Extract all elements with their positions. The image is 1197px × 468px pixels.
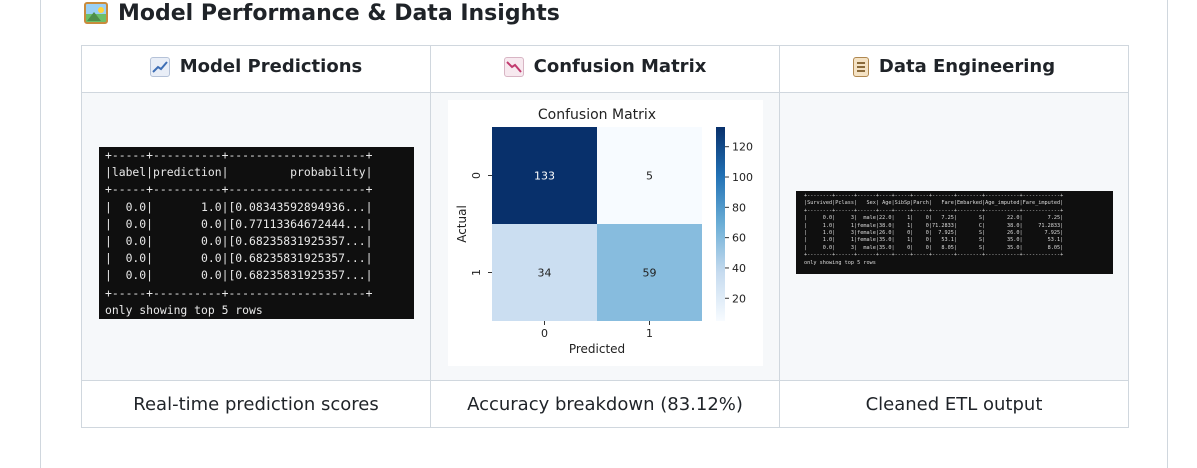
heatmap-cell	[492, 224, 597, 321]
etl-output-line: | 1.0| 1|female|38.0| 1| 0|71.2833| C| 3…	[804, 222, 1064, 229]
caption-etl: Cleaned ETL output	[779, 380, 1129, 428]
content-frame	[40, 0, 1168, 468]
heatmap-cell	[492, 127, 597, 224]
etl-output-line: +--------+------+------+----+-----+-----…	[804, 252, 1064, 259]
colorbar	[716, 127, 725, 321]
predictions-output-line: | 0.0| 1.0|[0.08343592894936...|	[105, 199, 373, 214]
y-axis-label: Actual	[455, 205, 469, 243]
etl-output-line: only showing top 5 rows	[804, 259, 876, 266]
predictions-output-line: +-----+----------+--------------------+	[105, 285, 373, 300]
etl-output-line: | 0.0| 3| male|35.0| 0| 0| 8.05| S| 35.0…	[804, 244, 1064, 251]
chart-increasing-icon	[149, 56, 170, 77]
header-data-engineering: Data Engineering	[779, 45, 1129, 93]
etl-output-line: +--------+------+------+----+-----+-----…	[804, 207, 1064, 214]
etl-output-line: |Survived|Pclass| Sex| Age|SibSp|Parch| …	[804, 200, 1064, 207]
predictions-output-line: +-----+----------+--------------------+	[105, 182, 373, 197]
section-title: Model Performance & Data Insights	[118, 0, 560, 26]
heatmap-cell	[597, 127, 702, 224]
header-confusion-matrix: Confusion Matrix	[430, 45, 780, 93]
colorbar-tick-label: 100	[732, 171, 753, 184]
header-model-predictions: Model Predictions	[81, 45, 431, 93]
framed-picture-icon	[84, 2, 108, 24]
chart-title: Confusion Matrix	[538, 107, 656, 123]
etl-cell: +--------+------+------+----+-----+-----…	[779, 92, 1129, 381]
caption-row: Real-time prediction scores Accuracy bre…	[81, 380, 1129, 428]
header-label: Data Engineering	[878, 56, 1056, 78]
predictions-terminal-output: +-----+----------+--------------------+ |…	[99, 147, 414, 319]
predictions-output-line: | 0.0| 0.0|[0.68235831925357...|	[105, 268, 373, 283]
colorbar-tick-label: 40	[732, 262, 746, 275]
cell-value-label: 133	[534, 170, 555, 183]
header-label: Model Predictions	[179, 56, 363, 78]
predictions-output-line: +-----+----------+--------------------+	[105, 148, 373, 162]
predictions-output-line: only showing top 5 rows	[105, 302, 263, 317]
predictions-output-line: | 0.0| 0.0|[0.68235831925357...|	[105, 251, 373, 266]
x-tick-label: 1	[646, 327, 653, 340]
confusion-matrix-cell: Confusion Matrix 133 5 34 59 0 1 0 1 Predicted Act…	[430, 92, 780, 381]
insights-table: Model Predictions Confusion Matrix Data …	[81, 45, 1129, 428]
x-tick-label: 0	[541, 327, 548, 340]
cell-value-label: 34	[538, 267, 552, 280]
section-heading: Model Performance & Data Insights	[84, 0, 560, 26]
clipboard-icon	[852, 56, 869, 77]
x-axis-label: Predicted	[569, 342, 625, 356]
colorbar-tick-label: 20	[732, 292, 746, 305]
image-row: +-----+----------+--------------------+ |…	[81, 92, 1129, 381]
etl-output-line: | 0.0| 3| male|22.0| 1| 0| 7.25| S| 22.0…	[804, 215, 1064, 222]
header-label: Confusion Matrix	[533, 56, 707, 78]
confusion-matrix-figure: Confusion Matrix 133 5 34 59 0 1 0 1 Predicted Act…	[448, 100, 763, 366]
colorbar-tick-label: 60	[732, 232, 746, 245]
confusion-matrix-chart: Confusion Matrix 133 5 34 59 0 1 0 1 Predicted Act…	[455, 107, 753, 356]
etl-output-line: | 1.0| 1|female|35.0| 1| 0| 53.1| S| 35.…	[804, 237, 1064, 244]
header-row: Model Predictions Confusion Matrix Data …	[81, 45, 1129, 93]
etl-output-line: +--------+------+------+----+-----+-----…	[804, 193, 1064, 199]
cell-value-label: 5	[646, 170, 653, 183]
y-tick-label: 0	[470, 172, 483, 179]
cell-value-label: 59	[643, 267, 657, 280]
chart-decreasing-icon	[503, 56, 524, 77]
caption-confusion-matrix: Accuracy breakdown (83.12%)	[430, 380, 780, 428]
predictions-output-line: | 0.0| 0.0|[0.77113364672444...|	[105, 216, 373, 231]
etl-terminal-output: +--------+------+------+----+-----+-----…	[796, 191, 1113, 274]
heatmap-cell	[597, 224, 702, 321]
caption-predictions: Real-time prediction scores	[81, 380, 431, 428]
y-tick-label: 1	[470, 269, 483, 276]
predictions-output-line: |label|prediction| probability|	[105, 165, 373, 180]
predictions-output-line: | 0.0| 0.0|[0.68235831925357...|	[105, 234, 373, 249]
colorbar-tick-label: 80	[732, 201, 746, 214]
etl-output-line: | 1.0| 3|female|26.0| 0| 0| 7.925| S| 26…	[804, 230, 1064, 237]
colorbar-tick-label: 120	[732, 141, 753, 154]
predictions-cell: +-----+----------+--------------------+ |…	[81, 92, 431, 381]
